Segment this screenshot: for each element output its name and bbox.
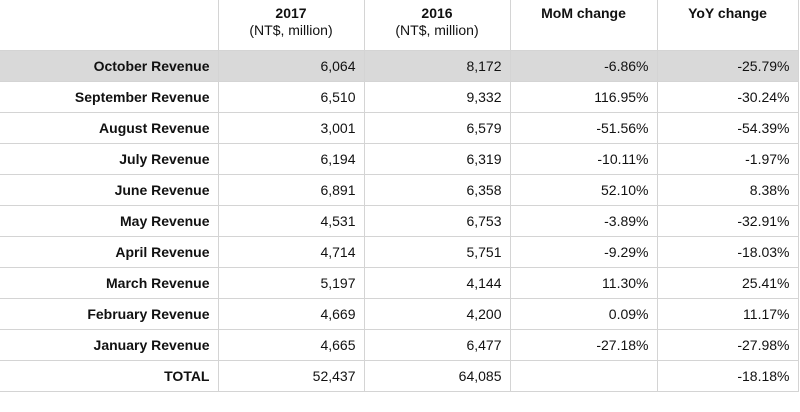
yoy-change: 11.17% (656, 298, 799, 330)
yoy-change: -18.03% (656, 236, 799, 268)
table-row: October Revenue 6,064 8,172 -6.86% -25.79% (0, 50, 799, 82)
value-2016: 6,579 (363, 112, 511, 144)
yoy-change: 8.38% (656, 174, 799, 206)
value-2017: 4,714 (217, 236, 365, 268)
row-label: July Revenue (0, 143, 219, 175)
row-label: January Revenue (0, 329, 219, 361)
header-row: 2017 (NT$, million) 2016 (NT$, million) … (0, 0, 799, 51)
value-2016: 8,172 (363, 50, 511, 82)
mom-change: -27.18% (509, 329, 658, 361)
row-label: April Revenue (0, 236, 219, 268)
mom-change: 116.95% (509, 81, 658, 113)
header-2017-year: 2017 (275, 5, 307, 21)
value-2017: 4,531 (217, 205, 365, 237)
header-mom-change: MoM change (509, 0, 658, 51)
yoy-change: -32.91% (656, 205, 799, 237)
mom-change: -51.56% (509, 112, 658, 144)
table-row: September Revenue 6,510 9,332 116.95% -30.24… (0, 81, 799, 113)
value-2016: 4,200 (363, 298, 511, 330)
value-2017: 6,064 (217, 50, 365, 82)
yoy-change: 25.41% (656, 267, 799, 299)
row-label: May Revenue (0, 205, 219, 237)
header-yoy-change: YoY change (656, 0, 799, 51)
yoy-change: -30.24% (656, 81, 799, 113)
table-header: 2017 (NT$, million) 2016 (NT$, million) … (0, 0, 799, 51)
value-2016: 9,332 (363, 81, 511, 113)
value-2016: 64,085 (363, 360, 511, 392)
header-2016-unit: (NT$, million) (395, 22, 479, 38)
table-row: April Revenue 4,714 5,751 -9.29% -18.03% (0, 236, 799, 268)
value-2016: 4,144 (363, 267, 511, 299)
table-row: March Revenue 5,197 4,144 11.30% 25.41% (0, 267, 799, 299)
header-2016: 2016 (NT$, million) (363, 0, 511, 51)
yoy-change: -18.18% (656, 360, 799, 392)
table-body: October Revenue 6,064 8,172 -6.86% -25.79% Se… (0, 50, 799, 392)
table-row: August Revenue 3,001 6,579 -51.56% -54.39% (0, 112, 799, 144)
row-label: August Revenue (0, 112, 219, 144)
value-2017: 6,891 (217, 174, 365, 206)
table-row: TOTAL 52,437 64,085 -18.18% (0, 360, 799, 392)
value-2016: 6,319 (363, 143, 511, 175)
table-row: January Revenue 4,665 6,477 -27.18% -27.98% (0, 329, 799, 361)
mom-change: -10.11% (509, 143, 658, 175)
value-2016: 5,751 (363, 236, 511, 268)
value-2016: 6,753 (363, 205, 511, 237)
row-label: February Revenue (0, 298, 219, 330)
mom-change: -9.29% (509, 236, 658, 268)
value-2016: 6,358 (363, 174, 511, 206)
value-2017: 52,437 (217, 360, 365, 392)
mom-change: 52.10% (509, 174, 658, 206)
mom-change: 0.09% (509, 298, 658, 330)
yoy-change: -1.97% (656, 143, 799, 175)
mom-change (509, 360, 658, 392)
table-row: July Revenue 6,194 6,319 -10.11% -1.97% (0, 143, 799, 175)
header-2017-unit: (NT$, million) (249, 22, 333, 38)
header-corner-cell (0, 0, 219, 51)
table-row: February Revenue 4,669 4,200 0.09% 11.17% (0, 298, 799, 330)
header-2017: 2017 (NT$, million) (217, 0, 365, 51)
value-2017: 4,665 (217, 329, 365, 361)
value-2017: 6,194 (217, 143, 365, 175)
row-label: September Revenue (0, 81, 219, 113)
value-2017: 6,510 (217, 81, 365, 113)
mom-change: -6.86% (509, 50, 658, 82)
value-2017: 4,669 (217, 298, 365, 330)
yoy-change: -54.39% (656, 112, 799, 144)
value-2016: 6,477 (363, 329, 511, 361)
row-label: October Revenue (0, 50, 219, 82)
row-label: June Revenue (0, 174, 219, 206)
mom-change: 11.30% (509, 267, 658, 299)
value-2017: 5,197 (217, 267, 365, 299)
revenue-table: 2017 (NT$, million) 2016 (NT$, million) … (0, 0, 799, 392)
table-row: May Revenue 4,531 6,753 -3.89% -32.91% (0, 205, 799, 237)
mom-change: -3.89% (509, 205, 658, 237)
row-label: March Revenue (0, 267, 219, 299)
row-label: TOTAL (0, 360, 219, 392)
value-2017: 3,001 (217, 112, 365, 144)
header-2016-year: 2016 (421, 5, 453, 21)
yoy-change: -27.98% (656, 329, 799, 361)
table-row: June Revenue 6,891 6,358 52.10% 8.38% (0, 174, 799, 206)
yoy-change: -25.79% (656, 50, 799, 82)
